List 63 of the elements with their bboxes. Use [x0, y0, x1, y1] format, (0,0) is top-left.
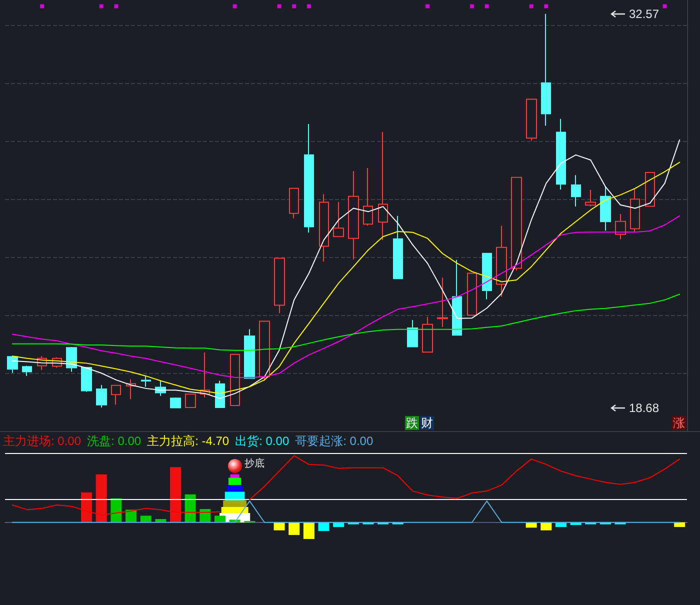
candlestick [215, 380, 225, 408]
bar [540, 522, 552, 530]
candlestick [141, 375, 151, 388]
candlestick [615, 213, 626, 240]
candlestick [585, 189, 596, 208]
candlestick [66, 346, 77, 372]
annotation: 财 [420, 416, 434, 430]
candlestick [467, 272, 477, 316]
y-tick-label: 18.68 [628, 401, 660, 416]
candlestick [407, 320, 418, 348]
candlestick [482, 252, 492, 300]
bar [140, 516, 152, 522]
candlestick [274, 258, 285, 314]
candlestick [541, 13, 551, 126]
candlestick [185, 394, 196, 408]
bar [303, 522, 314, 540]
candlestick [452, 259, 462, 336]
candlestick [645, 172, 655, 207]
candlestick [319, 194, 329, 262]
candlestick [526, 98, 537, 142]
candlestick [630, 188, 640, 232]
candlestick [437, 277, 448, 328]
bar [288, 522, 300, 536]
candlestick [170, 397, 181, 409]
candlestick [289, 188, 299, 219]
candlestick [393, 215, 403, 280]
candlestick [496, 225, 507, 298]
candlestick [244, 328, 255, 379]
candlestick [511, 176, 522, 272]
text: 洗盘: 0.00 [87, 434, 142, 448]
candlestick [259, 320, 270, 382]
y-tick-label: 32.57 [628, 6, 660, 21]
bar [81, 492, 92, 522]
line-series [12, 294, 680, 351]
candlestick [556, 118, 566, 190]
bar [274, 522, 285, 530]
candlestick [81, 366, 92, 392]
text: 哥要起涨: 0.00 [295, 434, 374, 448]
candlestick [111, 384, 121, 406]
candlestick [348, 170, 359, 260]
candlestick [22, 365, 32, 376]
bar [674, 522, 686, 528]
candlestick [571, 174, 581, 208]
bar [170, 467, 181, 522]
candlestick [304, 123, 314, 234]
candlestick [363, 167, 373, 226]
text: 主力进场: 0.00 [3, 434, 82, 448]
legend-label: 抄底 [244, 458, 265, 470]
bar [214, 516, 226, 522]
line-series [12, 215, 680, 378]
bar [318, 522, 330, 532]
annotation: 跌 [405, 416, 419, 430]
candlestick [378, 131, 388, 241]
text: 主力拉高: -4.70 [147, 434, 230, 448]
annotation: 涨 [672, 416, 686, 430]
bar [96, 474, 107, 522]
candlestick [7, 355, 18, 374]
candlestick [96, 384, 107, 408]
candlestick [422, 316, 433, 353]
candlestick [600, 186, 611, 232]
candlestick [230, 354, 240, 406]
candlestick [333, 202, 344, 238]
text: 出货: 0.00 [235, 434, 290, 448]
